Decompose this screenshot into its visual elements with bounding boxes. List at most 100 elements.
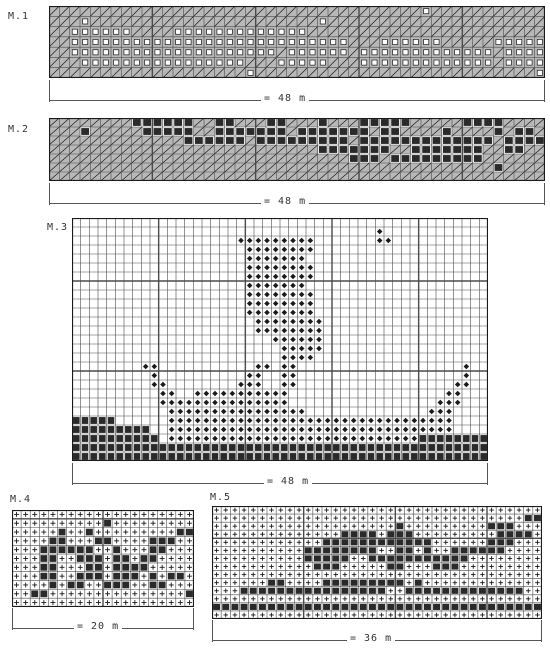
stitch-cell	[318, 137, 327, 144]
stitch-cell	[472, 126, 484, 137]
stitch-cell	[535, 580, 540, 585]
stitch-cell	[422, 137, 431, 144]
stitch-cell	[105, 556, 111, 561]
stitch-cell	[40, 555, 48, 562]
stitch-cell	[405, 539, 413, 546]
stitch-cell	[470, 612, 476, 618]
stitch-cell	[162, 153, 174, 164]
stitch-cell	[255, 318, 262, 325]
stitch-cell	[153, 128, 162, 135]
stitch-cell	[350, 539, 358, 546]
stitch-cell	[484, 119, 493, 126]
stitch-cell	[421, 47, 432, 58]
stitch-cell	[533, 603, 541, 610]
stitch-cell	[446, 408, 452, 415]
stitch-cell	[214, 47, 225, 58]
stitch-cell	[324, 596, 329, 602]
stitch-cell	[452, 572, 458, 577]
stitch-cell	[535, 507, 540, 513]
stitch-cell	[515, 128, 524, 135]
stitch-cell	[193, 6, 205, 17]
stitch-cell	[460, 587, 468, 594]
stitch-cell	[296, 523, 302, 529]
stitch-cell	[376, 453, 383, 460]
stitch-cell	[315, 453, 323, 460]
stitch-cell	[131, 153, 143, 164]
stitch-cell	[323, 587, 331, 594]
stitch-cell	[255, 291, 262, 298]
stitch-cell	[122, 563, 130, 571]
stitch-cell	[535, 531, 540, 537]
stitch-cell	[214, 36, 225, 48]
stitch-cell	[255, 327, 262, 334]
stitch-cell	[234, 16, 246, 27]
stitch-cell	[272, 417, 279, 424]
stitch-cell	[369, 36, 380, 48]
stitch-cell	[305, 572, 311, 577]
stitch-cell	[203, 67, 215, 78]
stitch-cell	[406, 564, 412, 569]
stitch-cell	[396, 579, 404, 586]
stitch-cell	[411, 417, 418, 424]
stitch-cell	[513, 118, 525, 128]
stitch-cell	[264, 426, 270, 433]
stitch-cell	[470, 515, 476, 521]
stitch-cell	[454, 453, 461, 460]
stitch-cell	[255, 6, 267, 17]
stitch-cell	[420, 26, 432, 38]
stitch-cell	[278, 596, 284, 602]
stitch-cell	[177, 511, 183, 517]
stitch-cell	[286, 26, 297, 37]
stitch-cell	[296, 531, 302, 537]
stitch-cell	[327, 162, 339, 173]
stitch-cell	[286, 6, 298, 17]
stitch-cell	[245, 135, 256, 146]
stitch-cell	[232, 540, 238, 545]
stitch-cell	[162, 171, 174, 181]
stitch-cell	[246, 372, 253, 379]
stitch-cell	[434, 523, 439, 529]
stitch-cell	[385, 435, 392, 442]
stitch-cell	[168, 444, 175, 451]
stitch-cell	[316, 318, 322, 325]
stitch-cell	[214, 540, 219, 545]
stitch-cell	[121, 118, 132, 128]
stitch-cell	[328, 47, 339, 58]
stitch-cell	[234, 6, 246, 17]
stitch-cell	[296, 16, 308, 27]
stitch-cell	[431, 16, 442, 27]
stitch-cell	[286, 144, 298, 155]
stitch-cell	[220, 390, 227, 397]
stitch-cell	[49, 36, 60, 48]
stitch-cell	[503, 67, 515, 78]
stitch-cell	[204, 47, 215, 58]
stitch-cell	[168, 547, 174, 553]
stitch-cell	[385, 453, 392, 460]
stitch-cell	[525, 580, 531, 585]
stitch-cell	[484, 137, 493, 144]
stitch-cell	[168, 556, 174, 561]
stitch-cell	[298, 318, 305, 325]
stitch-cell	[260, 531, 265, 537]
stitch-cell	[397, 507, 403, 513]
stitch-cell	[264, 255, 270, 262]
stitch-cell	[351, 564, 357, 569]
stitch-cell	[255, 426, 262, 433]
stitch-cell	[332, 547, 340, 554]
stitch-cell	[298, 345, 305, 352]
stitch-cell	[77, 564, 83, 570]
stitch-cell	[277, 128, 286, 135]
stitch-cell	[525, 572, 531, 577]
stitch-cell	[68, 529, 74, 535]
stitch-cell	[390, 36, 401, 48]
stitch-cell	[410, 67, 422, 78]
stitch-cell	[111, 47, 122, 58]
stitch-cell	[388, 507, 394, 513]
stitch-cell	[451, 6, 463, 17]
stitch-cell	[276, 36, 287, 48]
stitch-cell	[451, 555, 459, 562]
stitch-cell	[99, 417, 106, 424]
stitch-cell	[59, 600, 65, 606]
stitch-cell	[255, 390, 262, 397]
stitch-cell	[446, 390, 452, 397]
